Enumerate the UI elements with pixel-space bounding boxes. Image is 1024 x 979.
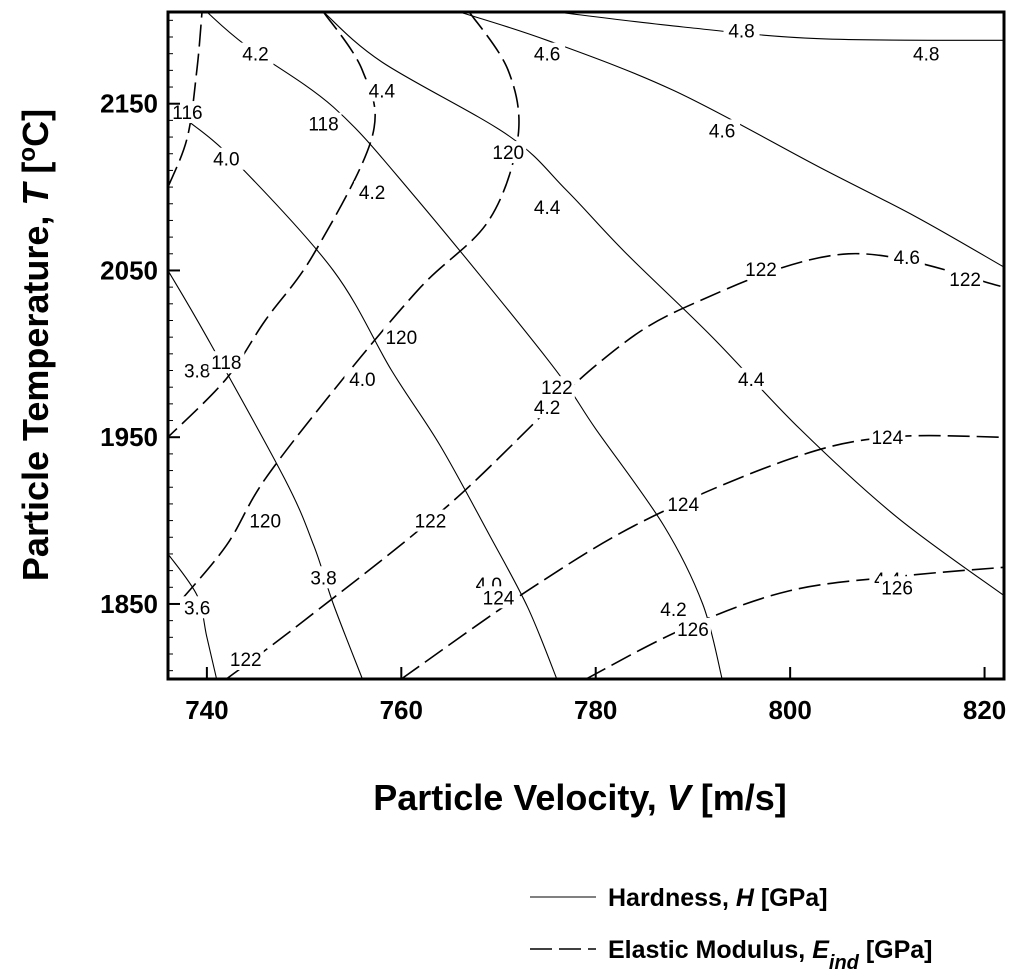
legend: Hardness, H [GPa] Elastic Modulus, Eind … (530, 884, 933, 974)
contour-label-bg (947, 267, 984, 290)
contour-label-bg (869, 426, 906, 449)
contour-label-bg (237, 42, 274, 65)
hardness-contour-label: 4.6 (534, 45, 560, 66)
modulus-contour-label: 120 (492, 143, 524, 164)
contour-label-bg (879, 576, 916, 599)
modulus-contour-116 (168, 12, 203, 188)
hardness-contour-label: 4.4 (369, 81, 396, 102)
contour-label-bg (354, 181, 391, 204)
contour-label-bg (655, 597, 692, 620)
contour-label-bg (179, 359, 216, 382)
contour-label-bg (529, 396, 566, 419)
hardness-contour-4.8 (556, 12, 1004, 41)
modulus-contour-label: 122 (230, 650, 262, 671)
contour-label-bg (529, 42, 566, 65)
hardness-contour-label: 4.8 (728, 21, 754, 42)
hardness-contour-label: 4.2 (359, 183, 385, 204)
contour-label-bg (305, 112, 342, 135)
legend-entry-hardness: Hardness, H [GPa] (608, 884, 828, 912)
modulus-contour-label: 124 (871, 428, 903, 449)
hardness-contour-label: 4.4 (534, 198, 561, 219)
modulus-contour-118 (168, 12, 376, 438)
contour-label-bg (383, 326, 420, 349)
hardness-contour-label: 4.6 (894, 248, 920, 269)
x-tick-label: 800 (768, 695, 811, 725)
y-tick-label: 2150 (100, 89, 158, 119)
hardness-contour-label: 4.0 (213, 150, 239, 171)
y-axis-title: Particle Temperature, T [oC] (14, 109, 57, 581)
x-axis-title: Particle Velocity, V [m/s] (373, 777, 787, 818)
hardness-contour-label: 4.2 (660, 600, 686, 621)
modulus-contour-label: 126 (881, 578, 913, 599)
contour-label-bg (723, 19, 760, 42)
modulus-contour-126 (585, 566, 1004, 679)
y-tick-label: 1850 (100, 589, 158, 619)
hardness-contour-4.4 (323, 12, 1004, 597)
x-tick-label: 760 (380, 695, 423, 725)
contour-label-bg (480, 586, 517, 609)
hardness-contour-label: 4.6 (709, 121, 735, 142)
contour-label-bg (179, 596, 216, 619)
contour-label-bg (344, 367, 381, 390)
contour-label-bg (227, 647, 264, 670)
y-tick-label: 1950 (100, 422, 158, 452)
contour-label-bg (888, 246, 925, 269)
x-tick-label: 820 (963, 695, 1006, 725)
contour-label-bg (529, 196, 566, 219)
modulus-contour-label: 120 (249, 512, 281, 533)
contour-label-bg (363, 79, 400, 102)
contour-label-bg (742, 257, 779, 280)
hardness-contour-4.6 (459, 12, 1004, 268)
hardness-contour-label: 4.2 (242, 45, 268, 66)
hardness-contour-label: 4.2 (534, 398, 560, 419)
contour-label-bg (704, 119, 741, 142)
modulus-contour-122 (225, 252, 1004, 679)
modulus-contour-124 (400, 434, 1004, 679)
modulus-contour-label: 126 (677, 620, 709, 641)
hardness-contour-label: 3.6 (184, 598, 210, 619)
contour-label-bg (247, 509, 284, 532)
contour-label-bg (208, 147, 245, 170)
modulus-contour-label: 118 (308, 115, 338, 136)
hardness-contour-label: 4.4 (738, 370, 765, 391)
contour-label-bg (169, 101, 206, 124)
modulus-contour-label: 124 (667, 495, 699, 516)
modulus-contour-label: 122 (415, 512, 447, 533)
y-axis-ticks: 1850 1950 2050 2150 (100, 89, 180, 619)
contour-label-bg (733, 367, 770, 390)
y-tick-label: 2050 (100, 255, 158, 285)
contour-labels: 4.84.84.64.64.64.44.44.44.44.24.24.24.24… (169, 19, 984, 671)
contour-label-bg (412, 509, 449, 532)
contour-label-bg (908, 42, 945, 65)
modulus-contour-label: 118 (211, 353, 241, 374)
minor-ticks (168, 19, 173, 672)
contour-label-bg (208, 351, 245, 374)
modulus-contour-label: 122 (745, 260, 777, 281)
hardness-contour-3.8 (168, 270, 363, 679)
contour-label-bg (538, 376, 575, 399)
hardness-contour-label: 4.0 (349, 370, 375, 391)
x-tick-label: 740 (185, 695, 228, 725)
hardness-contour-label: 4.8 (913, 45, 939, 66)
contour-label-bg (665, 492, 702, 515)
contour-label-bg (305, 566, 342, 589)
modulus-contour-label: 120 (385, 328, 417, 349)
hardness-contour-label: 3.8 (310, 568, 336, 589)
modulus-contour-label: 122 (541, 378, 573, 399)
hardness-contour-4.0 (187, 119, 558, 679)
hardness-contour-4.2 (206, 12, 723, 679)
modulus-contour-label: 116 (172, 103, 202, 124)
contour-label-bg (674, 617, 711, 640)
x-axis-ticks: 740 760 780 800 820 (185, 667, 1006, 725)
contour-label-bg (490, 141, 527, 164)
modulus-contour-120 (177, 12, 520, 605)
x-tick-label: 780 (574, 695, 617, 725)
modulus-contour-label: 124 (483, 588, 515, 609)
legend-entry-elastic-modulus: Elastic Modulus, Eind [GPa] (608, 936, 933, 974)
modulus-contour-label: 122 (949, 270, 981, 291)
plot-frame (166, 10, 1006, 681)
hardness-contour-label: 3.8 (184, 362, 210, 383)
